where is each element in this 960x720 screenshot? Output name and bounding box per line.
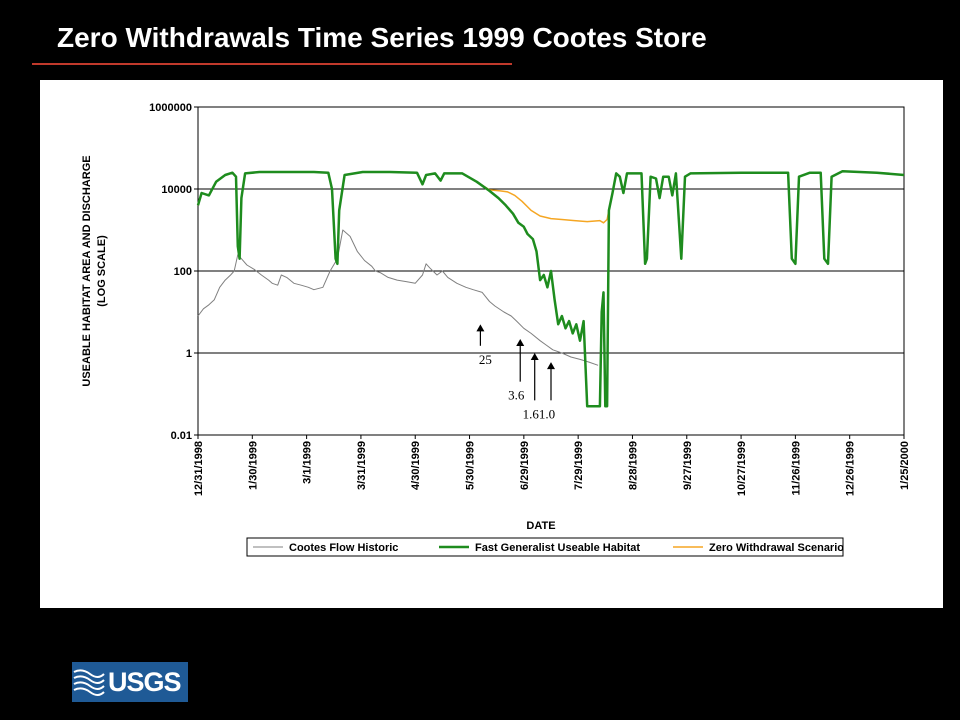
y-tick-label: 10000 [161,184,192,196]
legend-box [246,537,844,557]
x-tick-label: 1/30/1999 [247,441,259,490]
y-tick-label: 1000000 [149,102,192,114]
y-tick-label: 1 [186,348,192,360]
x-tick-label: 9/27/1999 [682,441,694,490]
chart-panel: 0.01 1 100 10000 1000000 12/31/1998 1/30/1999 3… [40,80,943,608]
x-tick-label: 10/27/1999 [736,441,748,496]
annotation-label: 25 [479,352,492,367]
x-tick-label: 4/30/1999 [410,441,422,490]
x-tick-label: 12/31/1998 [193,441,205,496]
annotation-arrowhead [530,353,539,360]
legend-label: Zero Withdrawal Scenario [709,542,844,554]
x-tick-label: 3/1/1999 [302,441,314,484]
y-tick-label: 0.01 [171,430,192,442]
y-axis-label-line: (LOG SCALE) [96,235,108,307]
legend-label: Cootes Flow Historic [289,542,398,554]
usgs-logo: USGS [72,662,188,702]
annotation-arrowhead [516,338,525,346]
x-tick-label: 5/30/1999 [465,441,477,490]
x-tick-label: 1/25/2000 [899,441,911,490]
x-tick-label: 7/29/1999 [573,441,585,490]
usgs-logo-text: USGS [108,666,182,697]
title-underline [32,63,512,65]
usgs-waves-icon [73,669,105,696]
habitat-chart: 0.01 1 100 10000 1000000 12/31/1998 1/30/1999 3… [81,102,911,557]
x-tick-label: 6/29/1999 [519,441,531,490]
annotation-arrowhead [547,362,555,370]
series-line-cootes-flow-historic [197,229,599,366]
x-tick-label: 8/28/1999 [627,441,639,490]
y-axis-label-line: USEABLE HABITAT AREA AND DISCHARGE [81,155,93,386]
series-line-fast-generalist-useable-habitat [196,170,905,408]
legend-label: Fast Generalist Useable Habitat [475,542,640,554]
x-tick-label: 3/31/1999 [356,441,368,490]
annotation-label: 1.0 [539,406,555,421]
annotation-label: 1.6 [523,406,540,421]
x-axis-label: DATE [526,520,555,532]
y-tick-label: 100 [174,266,192,278]
y-axis-label: USEABLE HABITAT AREA AND DISCHARGE (LOG S… [81,155,108,386]
x-tick-label: 11/26/1999 [790,441,802,495]
annotation-arrowhead [476,324,485,332]
annotation-label: 3.6 [508,388,525,403]
slide-title: Zero Withdrawals Time Series 1999 Cootes… [57,22,707,53]
x-tick-label: 12/26/1999 [845,441,857,496]
